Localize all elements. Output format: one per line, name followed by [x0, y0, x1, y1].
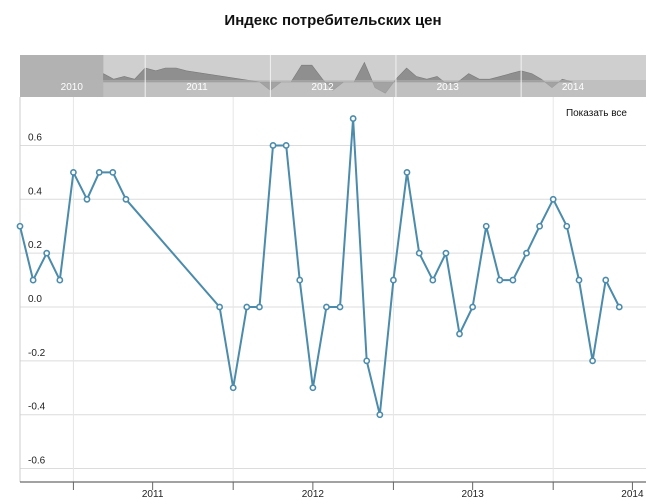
data-point[interactable]: [523, 249, 530, 257]
data-point[interactable]: [363, 357, 371, 365]
y-tick-label: 0.4: [28, 186, 42, 197]
series-line: [19, 117, 621, 416]
data-point[interactable]: [256, 303, 263, 311]
data-point[interactable]: [56, 276, 64, 284]
y-tick-label: -0.6: [28, 456, 46, 467]
data-point[interactable]: [482, 222, 490, 230]
data-point[interactable]: [16, 222, 24, 230]
y-tick-label: -0.4: [28, 402, 46, 413]
y-axis: 0.6 0.4 0.2 0.0 -0.2 -0.4 -0.6: [28, 132, 46, 466]
y-tick-label: -0.2: [28, 348, 46, 359]
data-point[interactable]: [83, 195, 91, 203]
navigator-series: [103, 61, 573, 94]
navigator-year-label: 2014: [562, 82, 585, 93]
data-point[interactable]: [269, 142, 277, 149]
data-point[interactable]: [442, 249, 450, 257]
reset-zoom-label[interactable]: Показать все: [566, 108, 627, 119]
data-point[interactable]: [309, 384, 317, 392]
data-point[interactable]: [70, 168, 77, 176]
reset-zoom-button[interactable]: Показать все: [566, 108, 627, 119]
data-point[interactable]: [390, 276, 397, 284]
data-point[interactable]: [589, 357, 596, 365]
data-point[interactable]: [429, 276, 437, 284]
data-point[interactable]: [243, 303, 251, 311]
data-point[interactable]: [323, 303, 330, 311]
data-point[interactable]: [549, 195, 557, 203]
x-tick-label: 2012: [302, 489, 325, 500]
range-navigator[interactable]: 2010 2011 2012 2013 2014: [20, 55, 646, 97]
data-point[interactable]: [496, 276, 504, 284]
x-axis: 2011 2012 2013 2014: [20, 481, 646, 500]
navigator-year-label: 2011: [186, 82, 208, 93]
x-tick-label: 2011: [142, 489, 164, 500]
data-point[interactable]: [29, 276, 37, 284]
data-point[interactable]: [575, 276, 583, 284]
data-point[interactable]: [216, 303, 224, 311]
x-tick-label: 2014: [621, 489, 644, 500]
navigator-label-band: [20, 80, 646, 97]
navigator-year-label: 2010: [61, 82, 84, 93]
data-point[interactable]: [415, 249, 423, 257]
navigator-year-label: 2013: [437, 82, 460, 93]
data-point[interactable]: [122, 195, 130, 203]
data-point[interactable]: [336, 303, 344, 311]
data-point[interactable]: [376, 411, 384, 419]
navigator-year-label: 2012: [311, 82, 334, 93]
data-point[interactable]: [349, 115, 357, 122]
data-point[interactable]: [95, 168, 103, 176]
y-tick-label: 0.0: [28, 294, 42, 305]
data-point[interactable]: [602, 276, 610, 284]
data-point[interactable]: [536, 222, 544, 230]
data-point[interactable]: [229, 384, 237, 392]
grid: [19, 97, 646, 482]
x-tick-label: 2013: [462, 489, 485, 500]
data-point[interactable]: [109, 168, 117, 176]
data-point[interactable]: [469, 303, 477, 311]
data-point[interactable]: [282, 142, 290, 149]
data-point[interactable]: [403, 168, 411, 176]
series: [16, 115, 623, 419]
data-point[interactable]: [563, 222, 571, 230]
data-point[interactable]: [43, 249, 51, 257]
y-tick-label: 0.6: [28, 132, 42, 143]
y-tick-label: 0.2: [28, 240, 42, 251]
data-point[interactable]: [615, 303, 623, 311]
chart-title: Индекс потребительских цен: [224, 12, 442, 29]
data-point[interactable]: [456, 330, 463, 338]
data-point[interactable]: [509, 276, 517, 284]
data-point[interactable]: [296, 276, 304, 284]
